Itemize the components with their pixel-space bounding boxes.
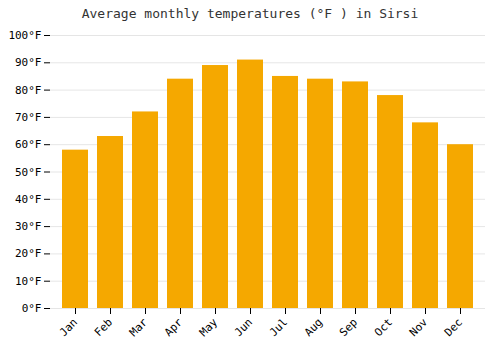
svg-text:40°F: 40°F: [15, 193, 42, 206]
svg-text:50°F: 50°F: [15, 166, 42, 179]
svg-text:30°F: 30°F: [15, 220, 42, 233]
svg-text:Feb: Feb: [92, 316, 115, 339]
svg-text:Sep: Sep: [337, 316, 360, 339]
svg-text:80°F: 80°F: [15, 84, 42, 97]
svg-text:Jun: Jun: [232, 316, 255, 339]
svg-text:Aug: Aug: [302, 316, 325, 339]
svg-text:Nov: Nov: [407, 315, 431, 339]
html-text:Average monthly temperatures (: Average monthly temperatures (°F ) in Si…: [81, 6, 419, 21]
svg-text:60°F: 60°F: [15, 138, 42, 151]
svg-text:Jan: Jan: [57, 316, 80, 339]
svg-text:May: May: [197, 315, 221, 339]
svg-text:100°F: 100°F: [8, 29, 41, 42]
svg-text:10°F: 10°F: [15, 275, 42, 288]
svg-text:90°F: 90°F: [15, 56, 42, 69]
svg-text:Mar: Mar: [127, 315, 151, 339]
svg-text:Apr: Apr: [162, 315, 186, 339]
svg-text:20°F: 20°F: [15, 247, 42, 260]
svg-text:70°F: 70°F: [15, 111, 42, 124]
svg-text:Jul: Jul: [267, 316, 290, 339]
svg-text:Dec: Dec: [442, 316, 465, 339]
svg-text:Oct: Oct: [372, 316, 395, 339]
svg-text:0°F: 0°F: [22, 302, 42, 315]
